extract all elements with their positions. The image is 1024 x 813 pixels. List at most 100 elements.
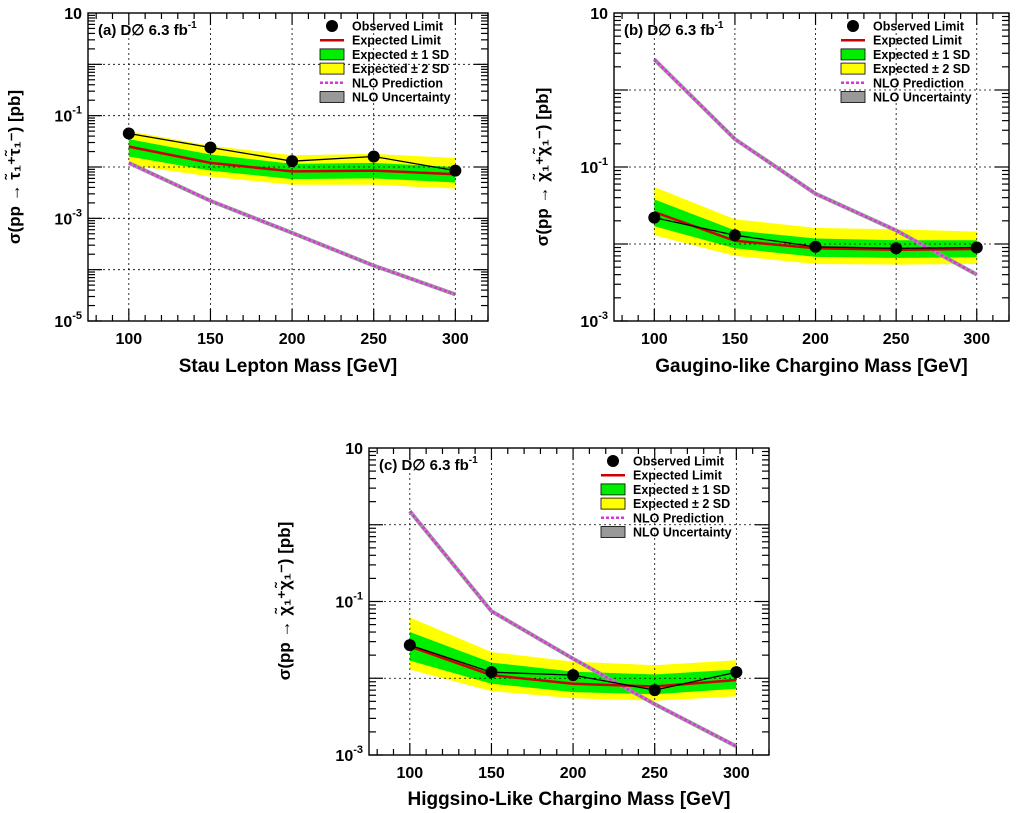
y-tick-base: 10	[335, 595, 353, 612]
y-tick-label: 10	[345, 441, 363, 458]
observed-point	[728, 229, 741, 242]
y-tick-exp: -3	[353, 744, 363, 756]
observed-point	[286, 155, 299, 168]
y-title-particles: τ̃₁⁺τ̃₁⁻	[4, 132, 24, 180]
x-tick-label: 100	[115, 331, 142, 348]
legend-label-nlo_unc: NLO Uncertainty	[352, 91, 451, 105]
x-tick-label: 300	[442, 331, 469, 348]
x-tick-label: 150	[197, 331, 224, 348]
y-tick-label: 10-5	[54, 310, 82, 331]
observed-point	[648, 211, 661, 224]
x-tick-label: 250	[360, 331, 387, 348]
y-tick-base: 10	[54, 314, 72, 331]
x-tick-label: 250	[641, 765, 668, 782]
y-tick-base: 10	[54, 211, 72, 228]
legend-label-observed: Observed Limit	[873, 20, 965, 34]
y-tick-base: 10	[54, 109, 72, 126]
y-tick-label: 10-1	[335, 591, 363, 612]
y-tick-exp: -3	[598, 310, 608, 322]
y-tick-label: 10-3	[335, 744, 363, 765]
x-tick-label: 200	[560, 765, 587, 782]
y-title-end: ) [pb]	[533, 88, 552, 130]
legend-label-nlo_unc: NLO Uncertainty	[633, 526, 732, 540]
nlo-prediction-line	[408, 510, 737, 748]
legend-label-nlo: NLO Prediction	[873, 76, 964, 90]
legend-label-expected: Expected Limit	[873, 34, 963, 48]
x-axis-title: Stau Lepton Mass [GeV]	[179, 356, 398, 377]
legend-marker-band1	[319, 48, 345, 61]
legend-label-observed: Observed Limit	[633, 455, 725, 469]
legend-marker-nlo_unc	[840, 91, 866, 103]
y-tick-exp: -1	[598, 156, 608, 168]
y-tick-base: 10	[590, 6, 608, 23]
y-tick-label: 10-1	[580, 156, 608, 177]
legend-label-nlo: NLO Prediction	[352, 76, 443, 90]
x-axis-title: Gaugino-like Chargino Mass [GeV]	[655, 356, 968, 377]
observed-point	[648, 684, 661, 697]
legend-label-expected: Expected Limit	[633, 469, 723, 483]
observed-point	[890, 242, 903, 255]
observed-point	[449, 164, 462, 177]
y-tick-base: 10	[580, 314, 598, 331]
x-tick-label: 200	[279, 331, 306, 348]
nlo-prediction-line	[128, 161, 456, 296]
nlo-prediction-line	[653, 58, 978, 276]
x-axis-title: Higgsino-Like Chargino Mass [GeV]	[407, 789, 730, 810]
observed-point	[809, 240, 822, 253]
x-tick-label: 200	[802, 331, 829, 348]
y-tick-base: 10	[64, 6, 82, 23]
y-tick-label: 10-3	[580, 310, 608, 331]
y-tick-label: 10	[64, 6, 82, 23]
x-tick-label: 150	[722, 331, 749, 348]
expected-limit-line	[128, 145, 456, 176]
y-tick-exp: -1	[72, 105, 82, 117]
observed-point	[485, 666, 498, 679]
y-tick-label: 10-1	[54, 105, 82, 126]
y-tick-label: 10-3	[54, 207, 82, 228]
legend-label-expected: Expected Limit	[352, 34, 442, 48]
y-title-particles: χ̃₁⁺χ̃₁⁻	[274, 564, 294, 616]
y-title-main: σ(pp →	[5, 180, 24, 245]
observed-point	[403, 639, 416, 652]
panel-label-main: (b) D∅ 6.3 fb	[624, 22, 715, 39]
legend-marker-band2	[319, 62, 345, 75]
x-tick-label: 300	[963, 331, 990, 348]
y-tick-exp: -3	[72, 207, 82, 219]
panel-label-sup: -1	[469, 455, 478, 466]
legend-marker-observed	[847, 20, 859, 32]
legend-label-band2: Expected ± 2 SD	[633, 497, 730, 511]
panel-label-main: (c) D∅ 6.3 fb	[379, 457, 469, 474]
legend-label-band2: Expected ± 2 SD	[873, 62, 970, 76]
legend-marker-observed	[607, 455, 619, 467]
panel-label-main: (a) D∅ 6.3 fb	[98, 22, 188, 39]
legend-label-band2: Expected ± 2 SD	[352, 62, 449, 76]
y-tick-base: 10	[580, 160, 598, 177]
y-tick-base: 10	[345, 441, 363, 458]
legend-marker-observed	[326, 20, 338, 32]
y-axis-title: σ(pp → τ̃₁⁺τ̃₁⁻) [pb]	[4, 90, 24, 244]
y-tick-base: 10	[335, 748, 353, 765]
panel-label: (a) D∅ 6.3 fb-1	[98, 20, 197, 39]
panel-label-sup: -1	[188, 20, 197, 31]
x-tick-label: 300	[723, 765, 750, 782]
y-title-end: ) [pb]	[5, 90, 24, 132]
y-tick-exp: -1	[353, 591, 363, 603]
x-tick-label: 250	[883, 331, 910, 348]
y-title-particles: χ̃₁⁺χ̃₁⁻	[532, 130, 552, 182]
observed-point	[204, 141, 217, 154]
y-axis-title: σ(pp → χ̃₁⁺χ̃₁⁻) [pb]	[274, 522, 294, 681]
observed-point	[730, 666, 743, 679]
legend-label-band1: Expected ± 1 SD	[352, 48, 449, 62]
x-tick-label: 150	[478, 765, 505, 782]
y-title-main: σ(pp →	[275, 616, 294, 681]
legend-marker-band1	[840, 48, 866, 61]
x-tick-label: 100	[641, 331, 668, 348]
legend-label-nlo: NLO Prediction	[633, 511, 724, 525]
y-tick-exp: -5	[72, 310, 82, 322]
legend-label-nlo_unc: NLO Uncertainty	[873, 91, 972, 105]
legend-marker-nlo_unc	[600, 526, 626, 538]
legend-marker-nlo_unc	[319, 91, 345, 103]
